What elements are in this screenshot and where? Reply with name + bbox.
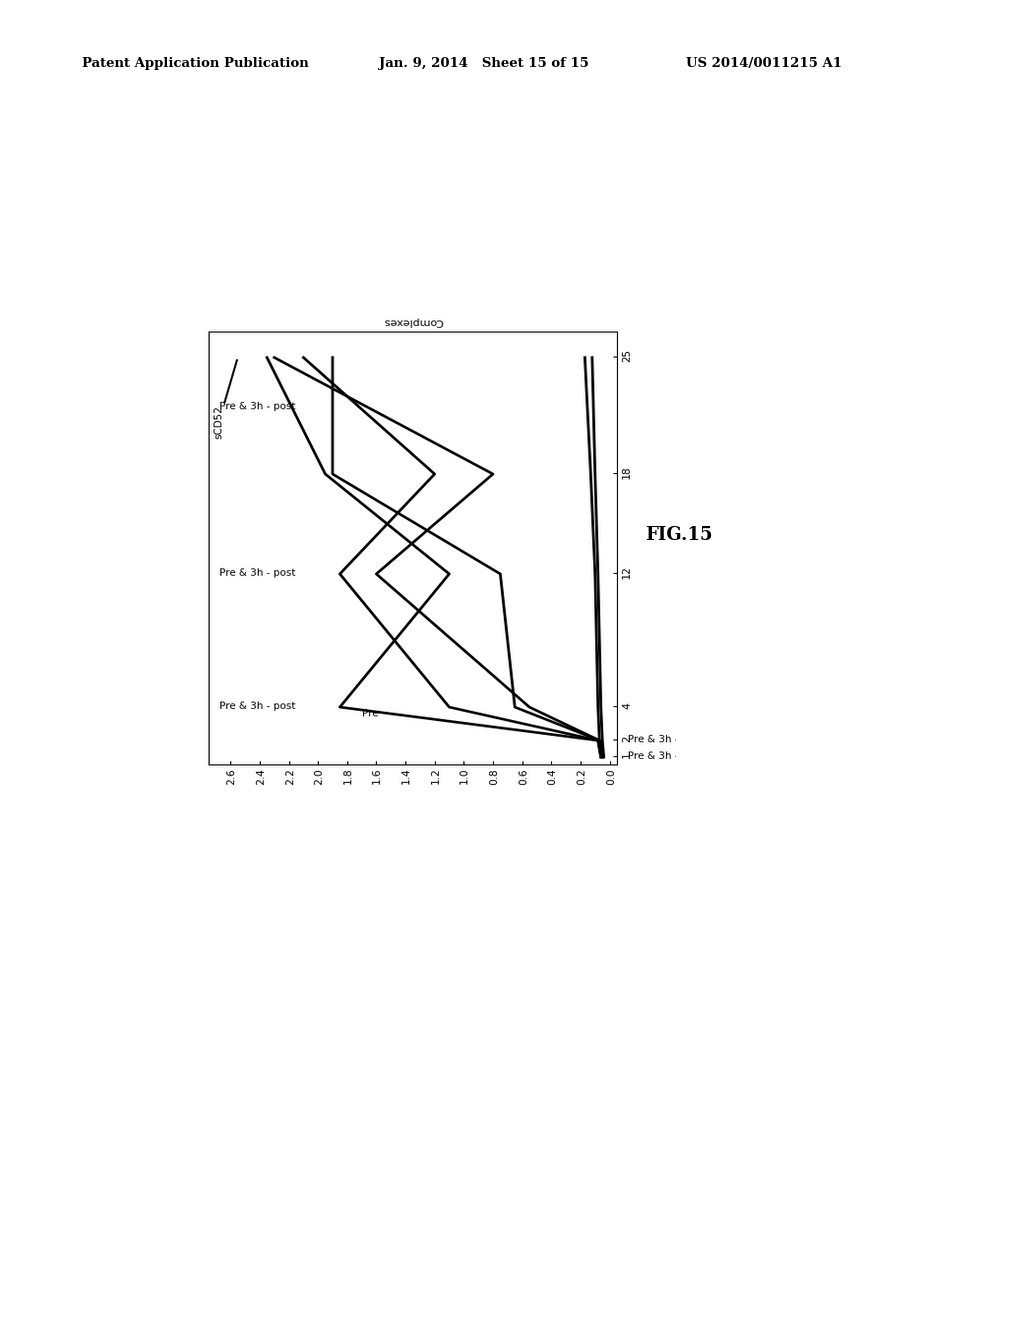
Text: Patent Application Publication: Patent Application Publication [82,57,308,70]
Text: US 2014/0011215 A1: US 2014/0011215 A1 [686,57,842,70]
Text: FIG.15: FIG.15 [645,525,713,544]
Text: Jan. 9, 2014   Sheet 15 of 15: Jan. 9, 2014 Sheet 15 of 15 [379,57,589,70]
